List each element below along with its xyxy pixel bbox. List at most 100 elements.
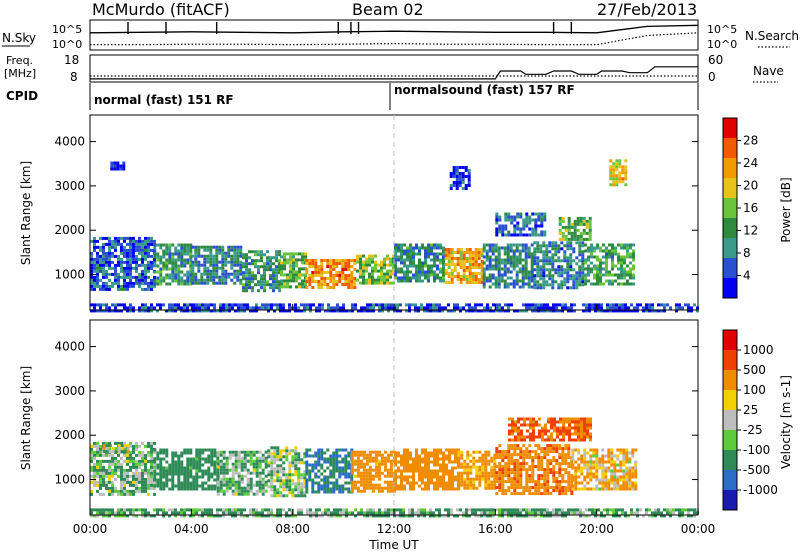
heatmap-cell xyxy=(198,469,202,473)
heatmap-cell xyxy=(572,274,576,278)
heatmap-cell xyxy=(210,475,214,479)
heatmap-cell xyxy=(372,306,375,310)
heatmap-cell xyxy=(329,457,333,461)
heatmap-cell xyxy=(406,451,409,455)
heatmap-cell xyxy=(156,466,160,470)
heatmap-cell xyxy=(105,269,108,273)
heatmap-cell xyxy=(335,469,339,473)
heatmap-cell xyxy=(613,475,617,479)
heatmap-cell xyxy=(105,486,108,490)
heatmap-cell xyxy=(513,447,517,451)
heatmap-cell xyxy=(455,187,459,190)
heatmap-cell xyxy=(589,435,592,439)
heatmap-cell xyxy=(620,261,623,265)
heatmap-cell xyxy=(183,264,187,268)
heatmap-cell xyxy=(308,463,312,467)
heatmap-cell xyxy=(120,245,123,249)
heatmap-cell xyxy=(365,456,369,460)
heatmap-cell xyxy=(147,459,150,463)
heatmap-cell xyxy=(242,271,245,275)
heatmap-cell xyxy=(574,448,578,452)
heatmap-cell xyxy=(567,477,571,481)
heatmap-cell xyxy=(415,481,418,485)
heatmap-cell xyxy=(551,283,555,287)
heatmap-cell xyxy=(323,460,327,464)
heatmap-cell xyxy=(195,469,199,473)
heatmap-cell xyxy=(552,303,555,307)
heatmap-cell xyxy=(427,463,430,467)
heatmap-cell xyxy=(267,473,271,477)
heatmap-cell xyxy=(524,273,528,277)
heatmap-cell xyxy=(192,478,196,482)
heatmap-cell xyxy=(546,306,549,310)
heatmap-cell xyxy=(415,246,418,250)
heatmap-cell xyxy=(141,281,144,285)
heatmap-cell xyxy=(350,453,354,457)
heatmap-cell xyxy=(497,279,501,283)
heatmap-cell xyxy=(216,489,220,493)
heatmap-cell xyxy=(285,458,289,462)
heatmap-cell xyxy=(123,480,126,484)
heatmap-cell xyxy=(478,459,482,463)
heatmap-cell xyxy=(540,221,544,225)
heatmap-cell xyxy=(323,481,327,485)
heatmap-cell xyxy=(320,283,324,286)
heatmap-cell xyxy=(237,450,241,454)
heatmap-cell xyxy=(198,475,202,479)
heatmap-cell xyxy=(522,453,526,457)
heatmap-cell xyxy=(168,306,171,310)
heatmap-cell xyxy=(544,423,547,427)
heatmap-cell xyxy=(593,246,596,250)
heatmap-cell xyxy=(150,306,153,310)
heatmap-cell xyxy=(561,309,564,313)
heatmap-cell xyxy=(554,244,558,248)
heatmap-cell xyxy=(258,450,262,454)
heatmap-cell xyxy=(180,481,184,485)
heatmap-cell xyxy=(335,283,339,286)
heatmap-cell xyxy=(537,465,541,469)
heatmap-cell xyxy=(234,453,238,457)
heatmap-cell xyxy=(580,438,583,442)
heatmap-cell xyxy=(174,309,177,313)
heatmap-cell xyxy=(171,243,175,247)
heatmap-cell xyxy=(503,264,507,268)
heatmap-cell xyxy=(222,306,225,310)
heatmap-cell xyxy=(623,255,626,259)
heatmap-cell xyxy=(99,477,102,481)
heatmap-cell xyxy=(159,457,163,461)
heatmap-cell xyxy=(618,162,622,166)
heatmap-cell xyxy=(510,480,514,484)
heatmap-cell xyxy=(297,309,300,313)
heatmap-cell xyxy=(314,262,318,265)
heatmap-cell xyxy=(604,466,608,470)
heatmap-cell xyxy=(162,469,166,473)
heatmap-cell xyxy=(409,261,412,265)
heatmap-cell xyxy=(329,475,333,479)
heatmap-cell xyxy=(599,264,602,268)
heatmap-cell xyxy=(114,254,117,258)
heatmap-cell xyxy=(183,475,187,479)
heatmap-cell xyxy=(621,168,625,172)
heatmap-cell xyxy=(634,463,638,467)
heatmap-cell xyxy=(457,459,461,463)
heatmap-cell xyxy=(594,303,597,307)
heatmap-cell xyxy=(362,462,366,466)
heatmap-cell xyxy=(525,218,529,222)
heatmap-cell xyxy=(406,469,409,473)
heatmap-cell xyxy=(533,241,537,245)
heatmap-cell xyxy=(314,271,318,274)
heatmap-cell xyxy=(493,453,497,457)
heatmap-cell xyxy=(180,261,184,265)
heatmap-cell xyxy=(135,441,138,445)
heatmap-cell xyxy=(389,269,392,273)
heatmap-cell xyxy=(372,309,375,313)
heatmap-cell xyxy=(394,463,397,467)
heatmap-cell xyxy=(498,468,502,472)
heatmap-cell xyxy=(186,475,190,479)
heatmap-cell xyxy=(206,269,210,273)
heatmap-cell xyxy=(394,472,397,476)
heatmap-cell xyxy=(458,178,462,181)
heatmap-cell xyxy=(528,227,532,231)
heatmap-cell xyxy=(295,279,298,283)
heatmap-cell xyxy=(581,265,585,269)
